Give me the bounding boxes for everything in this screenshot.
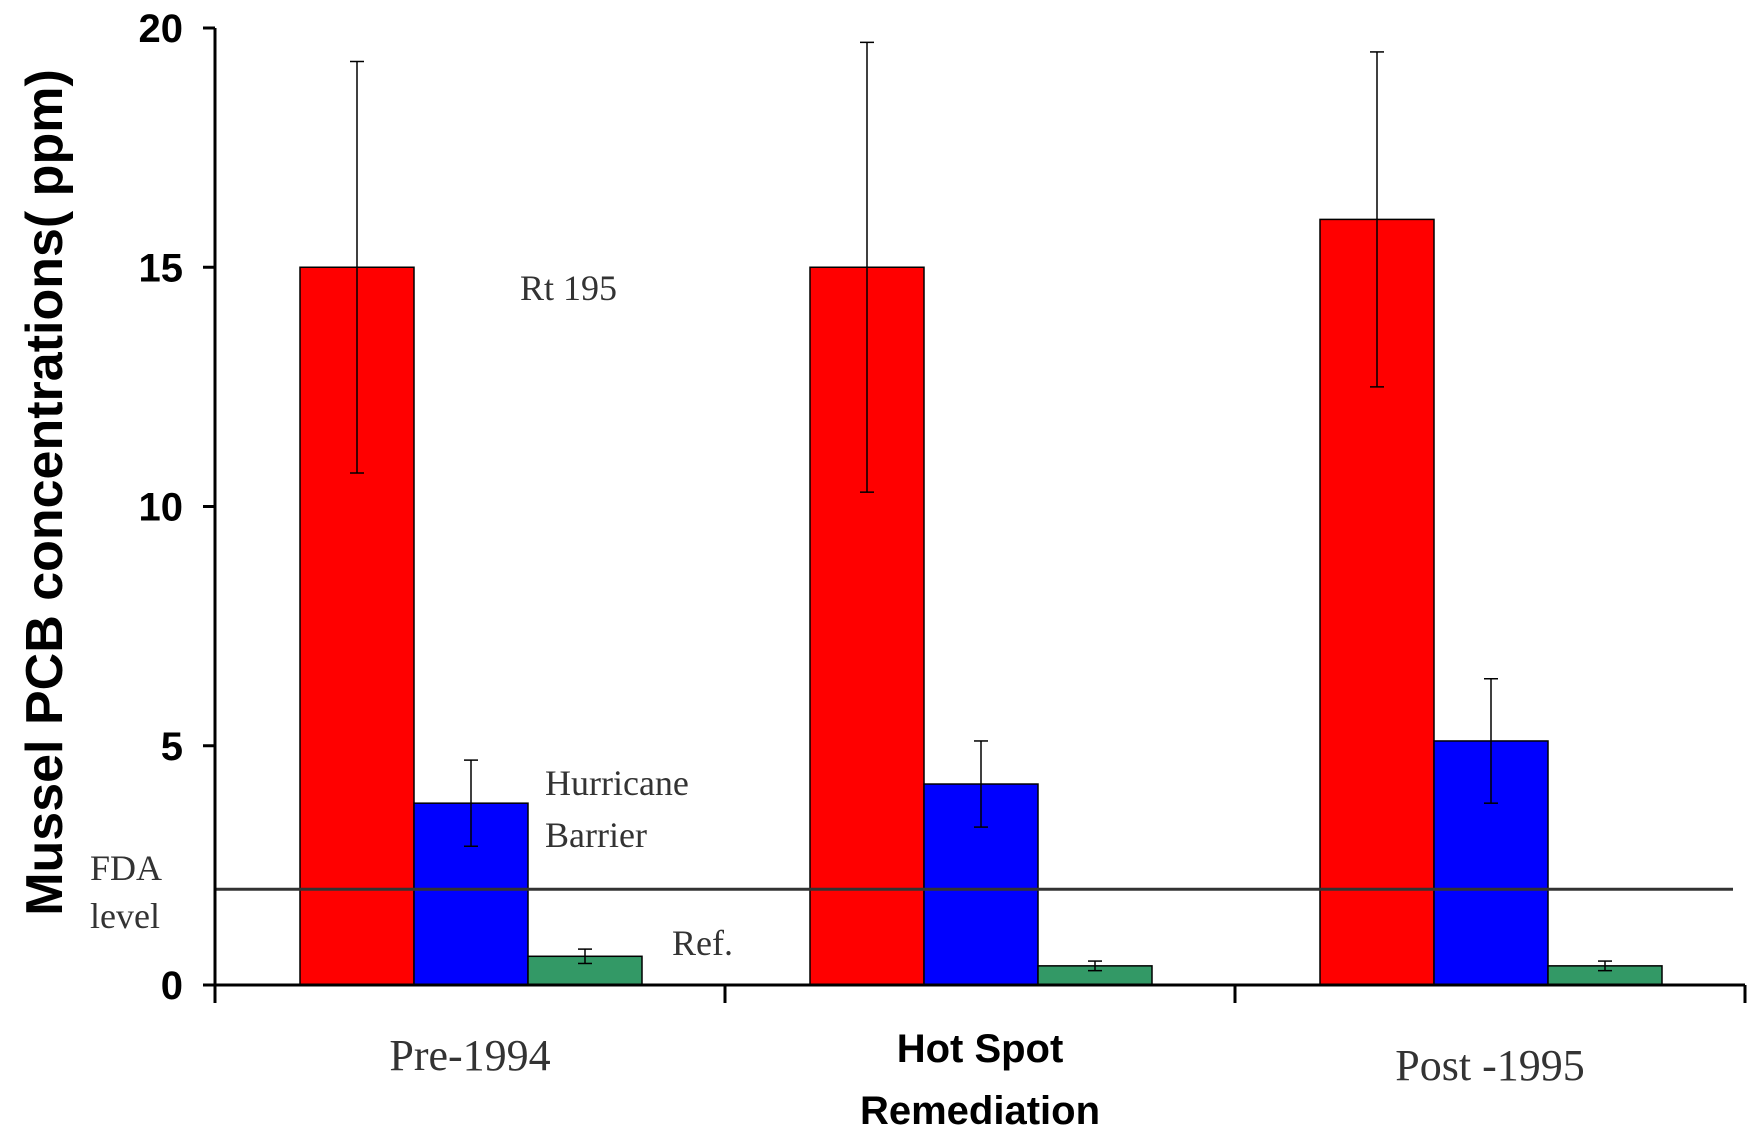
y-axis-label: Mussel PCB concentrations( ppm) [16,69,74,916]
y-tick-label-1: 5 [161,725,183,769]
y-tick-label-4: 20 [139,7,184,51]
y-tick-label-0: 0 [161,964,183,1008]
annotation-1-line-0: Hurricane [545,763,689,803]
annotation-0: Rt 195 [520,268,617,308]
annotation-1-line-1: Barrier [545,815,647,855]
y-tick-label-2: 10 [139,486,184,530]
category-label-1-line-1: Remediation [860,1089,1100,1133]
y-tick-label-3: 15 [139,246,184,290]
fda-level-label-line-1: level [90,896,160,936]
category-label-2: Post -1995 [1395,1041,1584,1090]
annotation-2: Ref. [672,923,733,963]
fda-level-label-line-0: FDA [90,848,162,888]
category-label-1-line-0: Hot Spot [897,1027,1064,1071]
category-label-0: Pre-1994 [389,1031,550,1080]
